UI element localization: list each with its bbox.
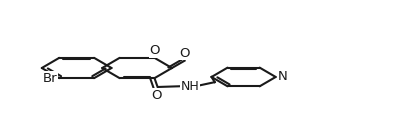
Text: O: O xyxy=(149,44,160,57)
Text: O: O xyxy=(151,89,162,102)
Text: O: O xyxy=(180,47,190,60)
Text: Br: Br xyxy=(43,72,57,85)
Text: N: N xyxy=(277,70,287,84)
Text: NH: NH xyxy=(181,80,200,92)
